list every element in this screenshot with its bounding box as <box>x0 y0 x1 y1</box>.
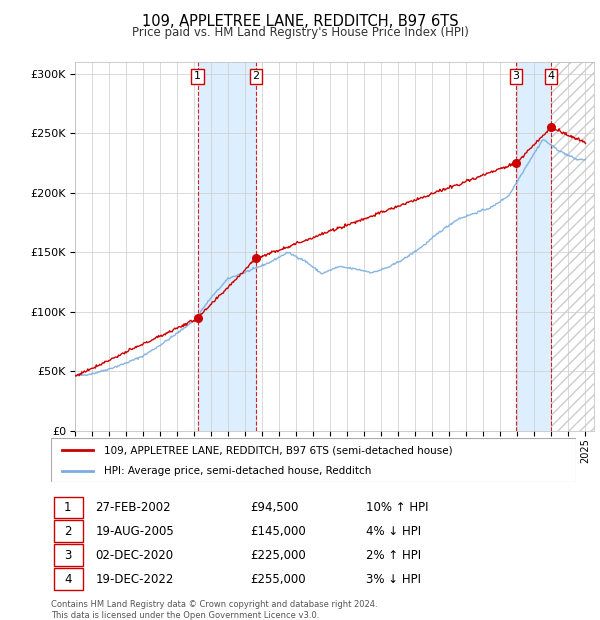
Text: 3: 3 <box>64 549 71 562</box>
Text: 2: 2 <box>253 71 259 81</box>
Text: 19-DEC-2022: 19-DEC-2022 <box>95 573 174 585</box>
Text: Contains HM Land Registry data © Crown copyright and database right 2024.
This d: Contains HM Land Registry data © Crown c… <box>51 600 377 619</box>
Bar <box>516 62 551 431</box>
Text: 3: 3 <box>512 71 520 81</box>
Text: 10% ↑ HPI: 10% ↑ HPI <box>366 501 428 514</box>
FancyBboxPatch shape <box>53 544 83 566</box>
Text: 2: 2 <box>64 525 71 538</box>
FancyBboxPatch shape <box>53 521 83 542</box>
Text: 109, APPLETREE LANE, REDDITCH, B97 6TS (semi-detached house): 109, APPLETREE LANE, REDDITCH, B97 6TS (… <box>104 445 452 455</box>
FancyBboxPatch shape <box>53 497 83 518</box>
FancyBboxPatch shape <box>53 568 83 590</box>
Bar <box>551 62 594 431</box>
Text: 2% ↑ HPI: 2% ↑ HPI <box>366 549 421 562</box>
Text: £145,000: £145,000 <box>251 525 306 538</box>
Text: HPI: Average price, semi-detached house, Redditch: HPI: Average price, semi-detached house,… <box>104 466 371 476</box>
Text: 4% ↓ HPI: 4% ↓ HPI <box>366 525 421 538</box>
Text: 1: 1 <box>194 71 201 81</box>
Text: 4: 4 <box>547 71 554 81</box>
Text: 3% ↓ HPI: 3% ↓ HPI <box>366 573 421 585</box>
Text: £225,000: £225,000 <box>251 549 306 562</box>
Text: Price paid vs. HM Land Registry's House Price Index (HPI): Price paid vs. HM Land Registry's House … <box>131 26 469 39</box>
Text: 02-DEC-2020: 02-DEC-2020 <box>95 549 174 562</box>
Text: 27-FEB-2002: 27-FEB-2002 <box>95 501 171 514</box>
Text: 19-AUG-2005: 19-AUG-2005 <box>95 525 175 538</box>
Text: 109, APPLETREE LANE, REDDITCH, B97 6TS: 109, APPLETREE LANE, REDDITCH, B97 6TS <box>142 14 458 29</box>
Text: 1: 1 <box>64 501 71 514</box>
Bar <box>197 62 256 431</box>
Text: £255,000: £255,000 <box>251 573 306 585</box>
Text: £94,500: £94,500 <box>251 501 299 514</box>
Text: 4: 4 <box>64 573 71 585</box>
FancyBboxPatch shape <box>51 438 576 482</box>
